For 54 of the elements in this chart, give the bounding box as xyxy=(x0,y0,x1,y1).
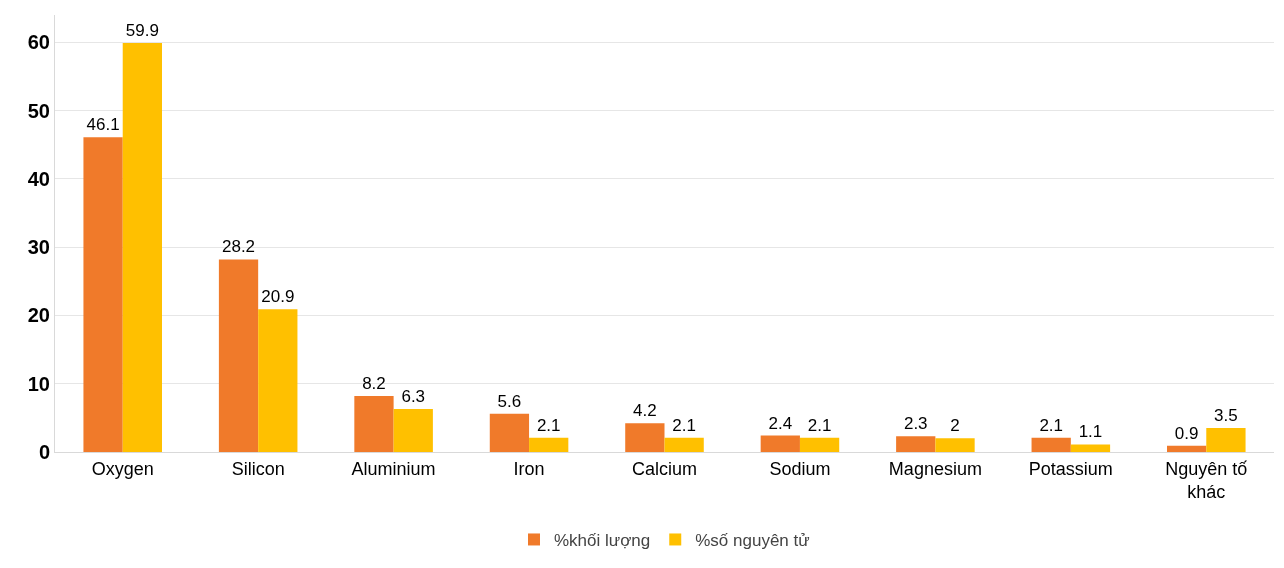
bar xyxy=(760,435,800,452)
data-label: 2.1 xyxy=(672,415,696,435)
bar xyxy=(122,43,162,452)
data-label: 0.9 xyxy=(1174,423,1199,443)
data-label: 46.1 xyxy=(86,115,120,135)
x-tick-label: Silicon xyxy=(231,458,285,479)
y-tick-label: 40 xyxy=(27,167,50,190)
legend-label: %khối lượng xyxy=(554,531,651,551)
data-label: 2 xyxy=(950,416,960,436)
x-tick-label: Calcium xyxy=(631,458,698,479)
bar xyxy=(1031,437,1071,452)
bar xyxy=(354,396,394,452)
data-label: 28.2 xyxy=(221,237,256,257)
bar xyxy=(896,436,936,452)
y-tick-label: 60 xyxy=(27,31,50,54)
x-tick-label: Magnesium xyxy=(888,458,982,479)
y-tick-label: 50 xyxy=(27,99,50,122)
bar xyxy=(1070,444,1111,452)
data-label: 4.2 xyxy=(633,401,657,421)
data-label: 2.1 xyxy=(536,415,561,435)
x-tick-label: Aluminium xyxy=(351,458,436,479)
data-label: 2.1 xyxy=(1039,415,1064,435)
bar xyxy=(393,408,433,452)
data-label: 3.5 xyxy=(1214,406,1238,426)
data-label: 2.4 xyxy=(768,413,793,433)
y-tick-label: 20 xyxy=(27,304,50,327)
bar xyxy=(218,259,259,452)
data-label: 2.3 xyxy=(903,414,928,434)
bar xyxy=(83,137,123,452)
data-label: 59.9 xyxy=(125,21,159,40)
bar xyxy=(1206,428,1246,452)
data-label: 6.3 xyxy=(401,386,426,406)
data-label: 1.1 xyxy=(1078,422,1103,442)
bar xyxy=(625,423,665,452)
x-tick-label: Iron xyxy=(513,458,545,479)
y-tick-label: 30 xyxy=(27,236,50,259)
bar xyxy=(529,437,569,452)
y-tick-label: 10 xyxy=(27,372,50,395)
bar xyxy=(258,309,298,452)
bar xyxy=(489,413,530,452)
bar xyxy=(664,437,704,452)
bar xyxy=(935,438,975,452)
x-tick-label: Sodium xyxy=(769,458,831,479)
data-label: 2.1 xyxy=(807,415,832,435)
x-tick-label: Nguyên tố khác xyxy=(1165,458,1248,502)
data-label: 20.9 xyxy=(261,287,295,307)
x-tick-label: Oxygen xyxy=(91,458,154,479)
bar xyxy=(1167,445,1207,452)
legend-label: %số nguyên tử xyxy=(695,531,810,551)
data-label: 5.6 xyxy=(497,391,522,411)
y-tick-label: 0 xyxy=(38,441,50,463)
x-tick-label: Potassium xyxy=(1028,458,1113,479)
bar xyxy=(799,437,840,452)
data-label: 8.2 xyxy=(362,374,386,394)
